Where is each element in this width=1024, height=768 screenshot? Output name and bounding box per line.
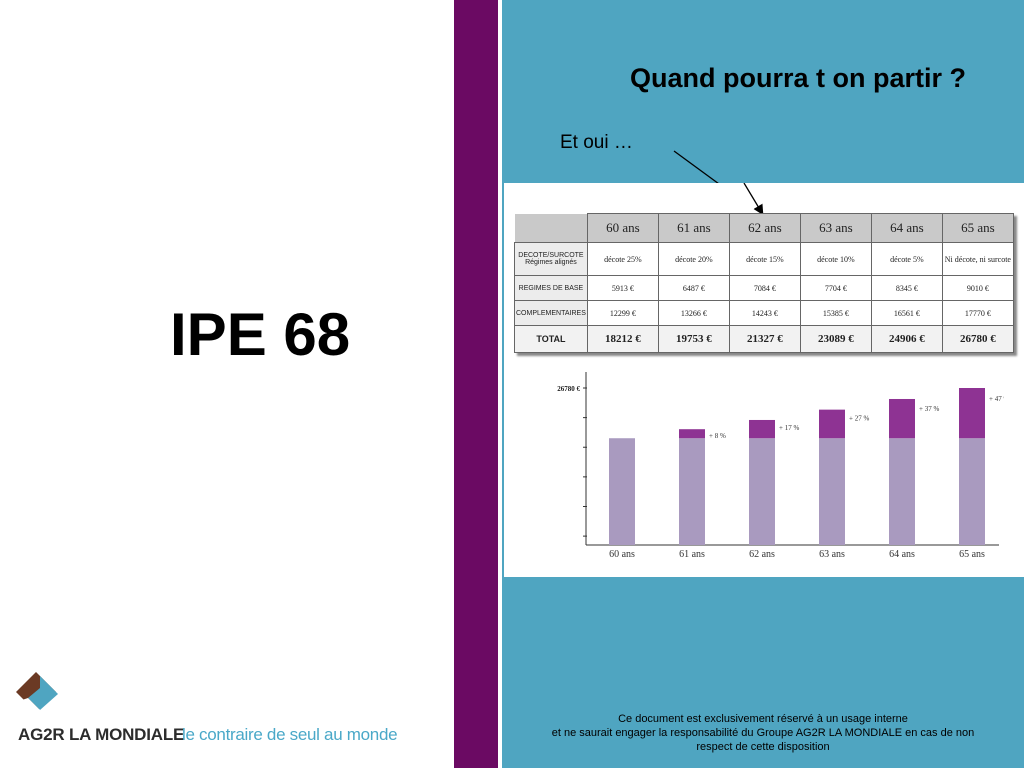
column-header: 63 ans (799, 213, 872, 243)
table-cell: décote 20% (657, 242, 730, 276)
table-row: COMPLEMENTAIRES 12299 € 13266 € 14243 € … (514, 300, 1014, 326)
x-tick-label: 62 ans (749, 549, 775, 560)
table-cell: Ni décote, ni surcote (941, 242, 1014, 276)
table-header-row: 60 ans 61 ans 62 ans 63 ans 64 ans 65 an… (514, 213, 1014, 243)
column-header: 60 ans (586, 213, 659, 243)
x-tick-label: 65 ans (959, 549, 985, 560)
right-panel: Quand pourra t on partir ? Et oui … 60 a… (502, 0, 1024, 768)
increase-label: + 47 % (989, 395, 1004, 403)
table-total-row: TOTAL 18212 € 19753 € 21327 € 23089 € 24… (514, 325, 1014, 353)
bar-base (959, 438, 985, 545)
table-cell: 9010 € (941, 275, 1014, 301)
table-cell: décote 10% (799, 242, 872, 276)
bar-base (819, 438, 845, 545)
table-cell: décote 5% (870, 242, 943, 276)
table-cell: 6487 € (657, 275, 730, 301)
table-cell: 13266 € (657, 300, 730, 326)
left-panel: IPE 68 AG2R LA MONDIALE le contraire de … (0, 0, 454, 768)
arrow-tail-icon (743, 183, 764, 216)
table-corner (514, 213, 588, 243)
data-table: 60 ans 61 ans 62 ans 63 ans 64 ans 65 an… (514, 213, 1014, 353)
footer-line: respect de cette disposition (696, 741, 830, 753)
row-label-line1: DECOTE/SURCOTE (518, 252, 584, 259)
bar-increase (959, 388, 985, 439)
bar-increase (889, 398, 915, 439)
slide-title-left: IPE 68 (170, 301, 351, 368)
annotation-text: Et oui … (560, 132, 633, 153)
row-label: TOTAL (514, 325, 588, 353)
row-label: DECOTE/SURCOTE Régimes alignés (514, 242, 588, 276)
bar-base (679, 438, 705, 545)
table-cell: 14243 € (728, 300, 801, 326)
logo-text: AG2R LA MONDIALE (18, 725, 185, 744)
table-cell: 18212 € (586, 325, 659, 353)
bar-base (749, 438, 775, 545)
footer-line: et ne saurait engager la responsabilité … (551, 727, 975, 739)
table-cell: décote 25% (586, 242, 659, 276)
content-area: 60 ans 61 ans 62 ans 63 ans 64 ans 65 an… (504, 183, 1024, 577)
white-divider (498, 0, 502, 768)
bar-increase (679, 429, 705, 439)
table-cell: 24906 € (870, 325, 943, 353)
logo-diamond-icon (16, 672, 58, 714)
column-header: 62 ans (728, 213, 801, 243)
logo-tagline: le contraire de seul au monde (182, 725, 398, 744)
table-cell: 23089 € (799, 325, 872, 353)
x-tick-label: 61 ans (679, 549, 705, 560)
table-cell: 7084 € (728, 275, 801, 301)
bar-increase (819, 409, 845, 439)
table-cell: 15385 € (799, 300, 872, 326)
row-label: COMPLEMENTAIRES (514, 300, 588, 326)
table-cell: 26780 € (941, 325, 1014, 353)
purple-divider (454, 0, 498, 768)
row-label: REGIMES DE BASE (514, 275, 588, 301)
increase-label: + 27 % (849, 415, 869, 423)
table-cell: 5913 € (586, 275, 659, 301)
table-row: DECOTE/SURCOTE Régimes alignés décote 25… (514, 242, 1014, 276)
table-row: REGIMES DE BASE 5913 € 6487 € 7084 € 770… (514, 275, 1014, 301)
increase-label: + 17 % (779, 424, 799, 432)
x-tick-label: 60 ans (609, 549, 635, 560)
increase-label: + 8 % (709, 432, 726, 440)
y-marker-label: 26780 € (557, 385, 580, 393)
bar-increase (749, 419, 775, 439)
footer-disclaimer: Ce document est exclusivement réservé à … (502, 712, 1024, 754)
table-cell: 16561 € (870, 300, 943, 326)
table-cell: 12299 € (586, 300, 659, 326)
slide-title: Quand pourra t on partir ? (630, 63, 966, 93)
table-cell: 17770 € (941, 300, 1014, 326)
row-label-line2: Régimes alignés (525, 259, 577, 266)
table-cell: 21327 € (728, 325, 801, 353)
pension-bar-chart: 26780 € 60 ans + 8 % 61 ans + 17 % 62 ans + 27… (557, 372, 1004, 560)
footer-line: Ce document est exclusivement réservé à … (618, 713, 908, 725)
column-header: 65 ans (941, 213, 1014, 243)
table-cell: 8345 € (870, 275, 943, 301)
increase-label: + 37 % (919, 405, 939, 413)
table-cell: 19753 € (657, 325, 730, 353)
table-cell: 7704 € (799, 275, 872, 301)
bar-base (889, 438, 915, 545)
x-tick-label: 63 ans (819, 549, 845, 560)
x-tick-label: 64 ans (889, 549, 915, 560)
column-header: 64 ans (870, 213, 943, 243)
company-logo: AG2R LA MONDIALE le contraire de seul au… (10, 670, 430, 750)
table-cell: décote 15% (728, 242, 801, 276)
column-header: 61 ans (657, 213, 730, 243)
bar-base (609, 438, 635, 545)
retirement-table: 60 ans 61 ans 62 ans 63 ans 64 ans 65 an… (514, 213, 1014, 353)
